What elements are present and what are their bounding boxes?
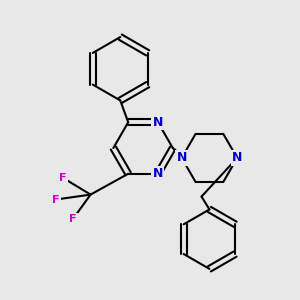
Text: F: F xyxy=(59,173,67,183)
Text: N: N xyxy=(153,167,163,180)
Text: N: N xyxy=(232,152,242,164)
Text: N: N xyxy=(176,152,187,164)
Text: F: F xyxy=(69,214,76,224)
Text: F: F xyxy=(52,194,60,205)
Text: N: N xyxy=(153,116,163,129)
